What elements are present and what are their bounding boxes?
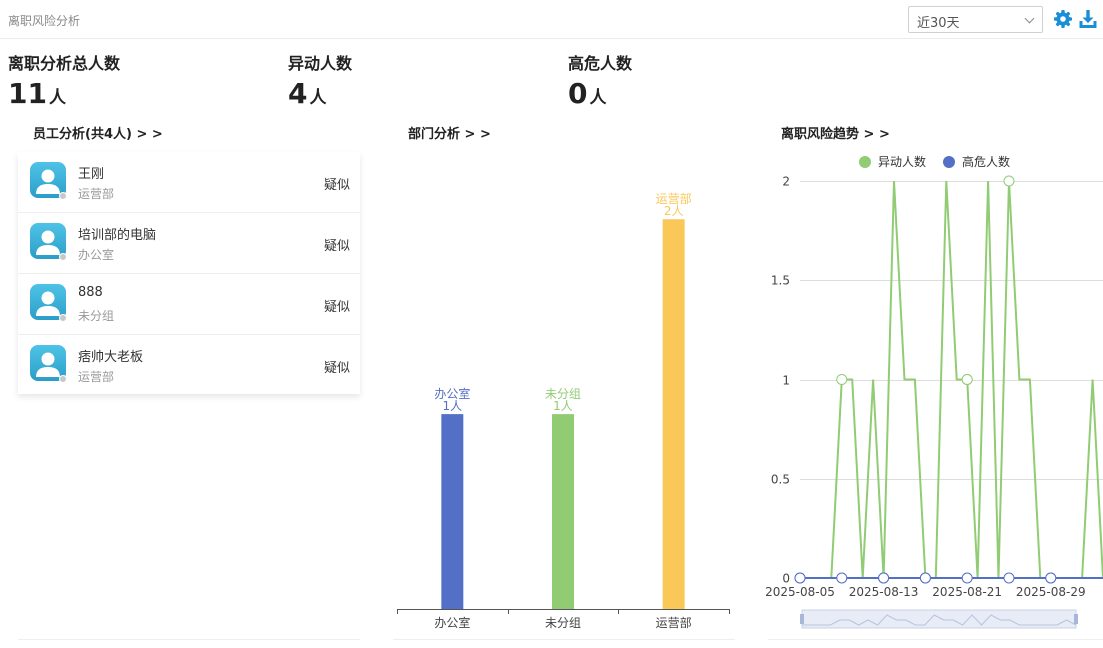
stat-changed-value: 4	[288, 77, 308, 110]
employee-dept: 办公室	[78, 248, 115, 262]
bar[interactable]	[552, 414, 574, 609]
stat-changed-unit: 人	[309, 88, 327, 108]
top-bar: 离职风险分析 近30天	[0, 0, 1103, 39]
series-point[interactable]	[961, 374, 973, 385]
x-tick-label: 2025-08-05	[765, 585, 835, 599]
risk-trend-link[interactable]: 离职风险趋势 > >	[781, 127, 890, 142]
stat-high-risk-label: 高危人数	[568, 54, 633, 73]
bar-label-category: 运营部	[656, 191, 692, 206]
gear-icon[interactable]	[1053, 9, 1073, 29]
status-dot	[59, 253, 67, 261]
employee-dept: 未分组	[78, 309, 115, 323]
stat-total: 离职分析总人数 11 人	[8, 50, 120, 110]
employee-item[interactable]: 王刚 运营部 疑似	[18, 152, 360, 213]
dept-analysis-link[interactable]: 部门分析 > >	[408, 127, 491, 142]
series-point[interactable]	[794, 572, 806, 584]
status-dot	[59, 192, 67, 200]
stat-total-label: 离职分析总人数	[8, 54, 121, 73]
bar-x-tick-label: 未分组	[545, 616, 581, 630]
page-title: 离职风险分析	[8, 14, 81, 28]
status-dot	[59, 314, 67, 322]
zoom-handle-left[interactable]	[800, 614, 804, 624]
bar-label-value: 1人	[553, 399, 573, 413]
employee-analysis-link[interactable]: 员工分析(共4人) > >	[33, 127, 163, 142]
stat-total-value: 11	[8, 77, 47, 110]
legend-label[interactable]: 高危人数	[962, 154, 1010, 169]
employee-name: 888	[78, 285, 103, 300]
stat-high-risk-value: 0	[568, 77, 588, 110]
employee-risk-level: 疑似	[323, 361, 350, 376]
panel-divider	[768, 639, 1103, 640]
employee-item[interactable]: 培训部的电脑 办公室 疑似	[18, 213, 360, 274]
bar-label-value: 2人	[664, 204, 684, 218]
panel-divider	[393, 639, 735, 640]
employee-risk-level: 疑似	[323, 300, 350, 315]
employee-risk-level: 疑似	[323, 239, 350, 254]
employee-list: 王刚 运营部 疑似 培训部的电脑 办公室 疑似 888 未分组 疑似 痞帅大老板…	[18, 152, 360, 394]
panel-divider	[18, 639, 360, 640]
bar-x-tick-label: 办公室	[434, 615, 470, 630]
bar-x-tick-label: 运营部	[656, 615, 692, 630]
series-point[interactable]	[961, 572, 973, 584]
x-tick-label: 2025-08-29	[1016, 585, 1086, 599]
time-range-select[interactable]: 近30天	[908, 6, 1043, 33]
y-tick-label: 0.5	[771, 473, 790, 487]
employee-dept: 运营部	[78, 370, 115, 384]
bar[interactable]	[441, 414, 464, 609]
series-point[interactable]	[1003, 572, 1015, 584]
avatar-icon	[30, 345, 66, 381]
chevron-down-icon	[1024, 13, 1035, 24]
zoom-preview-line	[802, 614, 1077, 626]
stat-total-unit: 人	[48, 88, 66, 108]
zoom-handle-right[interactable]	[1074, 614, 1078, 624]
x-tick-label: 2025-08-13	[849, 585, 919, 599]
stat-high-risk-unit: 人	[589, 88, 607, 108]
legend-marker[interactable]	[859, 156, 871, 168]
series-point[interactable]	[1003, 175, 1015, 187]
bar[interactable]	[662, 219, 685, 610]
series-point[interactable]	[919, 572, 931, 584]
employee-name: 培训部的电脑	[78, 228, 157, 243]
legend-label[interactable]: 异动人数	[878, 154, 926, 169]
legend-marker[interactable]	[943, 156, 955, 168]
download-icon[interactable]	[1078, 9, 1098, 29]
bar-label-value: 1人	[443, 399, 463, 413]
y-tick-label: 0	[782, 572, 790, 586]
employee-item[interactable]: 888 未分组 疑似	[18, 274, 360, 335]
y-tick-label: 2	[782, 175, 790, 189]
x-tick-label: 2025-08-21	[932, 585, 1002, 599]
employee-risk-level: 疑似	[323, 178, 350, 193]
series-point[interactable]	[836, 572, 848, 584]
time-range-value: 近30天	[917, 16, 960, 31]
employee-dept: 运营部	[78, 187, 115, 201]
series-point[interactable]	[836, 374, 848, 385]
status-dot	[59, 375, 67, 383]
series-point[interactable]	[878, 572, 890, 584]
series-point[interactable]	[1045, 572, 1057, 584]
bar-label-category: 办公室	[434, 386, 470, 401]
y-tick-label: 1.5	[771, 274, 790, 288]
risk-trend-chart: 异动人数 高危人数 0 0.5 1 1.5 2 2025-08-05 2025-08-13 202…	[765, 154, 1103, 629]
employee-name: 痞帅大老板	[78, 350, 144, 365]
employee-item[interactable]: 痞帅大老板 运营部 疑似	[18, 335, 360, 396]
stat-changed-label: 异动人数	[288, 54, 353, 73]
bar-label-category: 未分组	[545, 387, 581, 401]
y-tick-label: 1	[782, 374, 790, 388]
employee-name: 王刚	[78, 167, 105, 182]
